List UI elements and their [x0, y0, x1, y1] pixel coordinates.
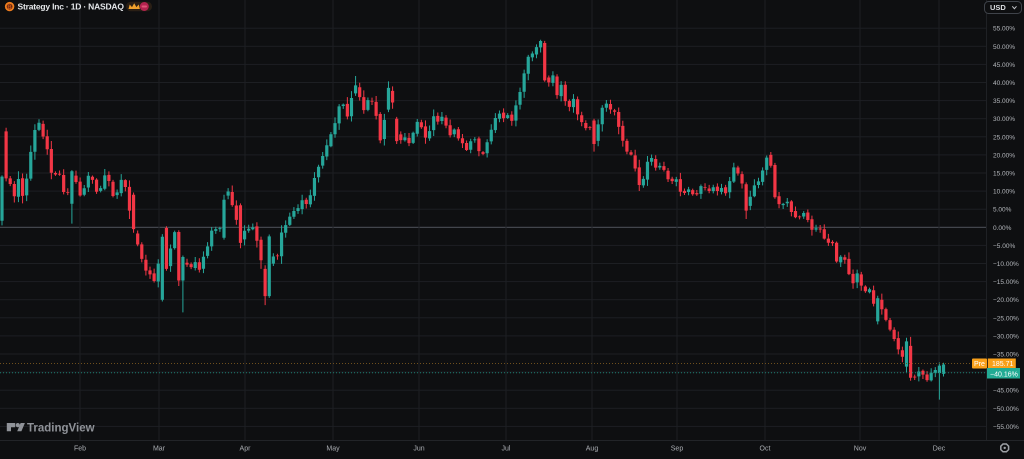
svg-text:−35.00%: −35.00% [993, 352, 1019, 359]
svg-text:Apr: Apr [240, 446, 252, 453]
svg-text:−20.00%: −20.00% [993, 297, 1019, 304]
svg-text:−5.00%: −5.00% [993, 243, 1015, 250]
svg-text:40.00%: 40.00% [993, 80, 1015, 87]
svg-text:−25.00%: −25.00% [993, 315, 1019, 322]
svg-text:Sep: Sep [671, 446, 684, 453]
svg-text:30.00%: 30.00% [993, 116, 1015, 123]
svg-text:20.00%: 20.00% [993, 152, 1015, 159]
svg-text:B: B [7, 5, 12, 11]
svg-text:Dec: Dec [933, 446, 946, 453]
svg-text:0.00%: 0.00% [993, 225, 1012, 232]
svg-text:15.00%: 15.00% [993, 171, 1015, 178]
svg-text:−10.00%: −10.00% [993, 261, 1019, 268]
svg-text:USD: USD [990, 3, 1006, 12]
svg-text:Feb: Feb [74, 446, 86, 453]
svg-text:−55.00%: −55.00% [993, 424, 1019, 431]
svg-text:Oct: Oct [760, 446, 771, 453]
svg-text:−30.00%: −30.00% [993, 333, 1019, 340]
svg-text:5.00%: 5.00% [993, 207, 1012, 214]
svg-text:55.00%: 55.00% [993, 26, 1015, 33]
svg-text:May: May [326, 446, 340, 453]
svg-text:Jul: Jul [502, 446, 511, 453]
svg-text:TradingView: TradingView [27, 423, 95, 435]
svg-text:−15.00%: −15.00% [993, 279, 1019, 286]
svg-text:Jun: Jun [413, 446, 424, 453]
svg-text:35.00%: 35.00% [993, 98, 1015, 105]
svg-text:Pre: Pre [974, 361, 985, 368]
svg-text:Strategy Inc · 1D · NASDAQ: Strategy Inc · 1D · NASDAQ [18, 2, 125, 12]
svg-text:−50.00%: −50.00% [993, 406, 1019, 413]
svg-text:10.00%: 10.00% [993, 189, 1015, 196]
svg-text:Mar: Mar [153, 446, 166, 453]
svg-text:−40.16%: −40.16% [990, 371, 1018, 378]
svg-text:Aug: Aug [586, 446, 599, 453]
svg-text:25.00%: 25.00% [993, 134, 1015, 141]
svg-text:185.71: 185.71 [992, 361, 1014, 368]
svg-text:50.00%: 50.00% [993, 44, 1015, 51]
svg-text:45.00%: 45.00% [993, 62, 1015, 69]
svg-text:−45.00%: −45.00% [993, 388, 1019, 395]
svg-text:Nov: Nov [854, 446, 867, 453]
